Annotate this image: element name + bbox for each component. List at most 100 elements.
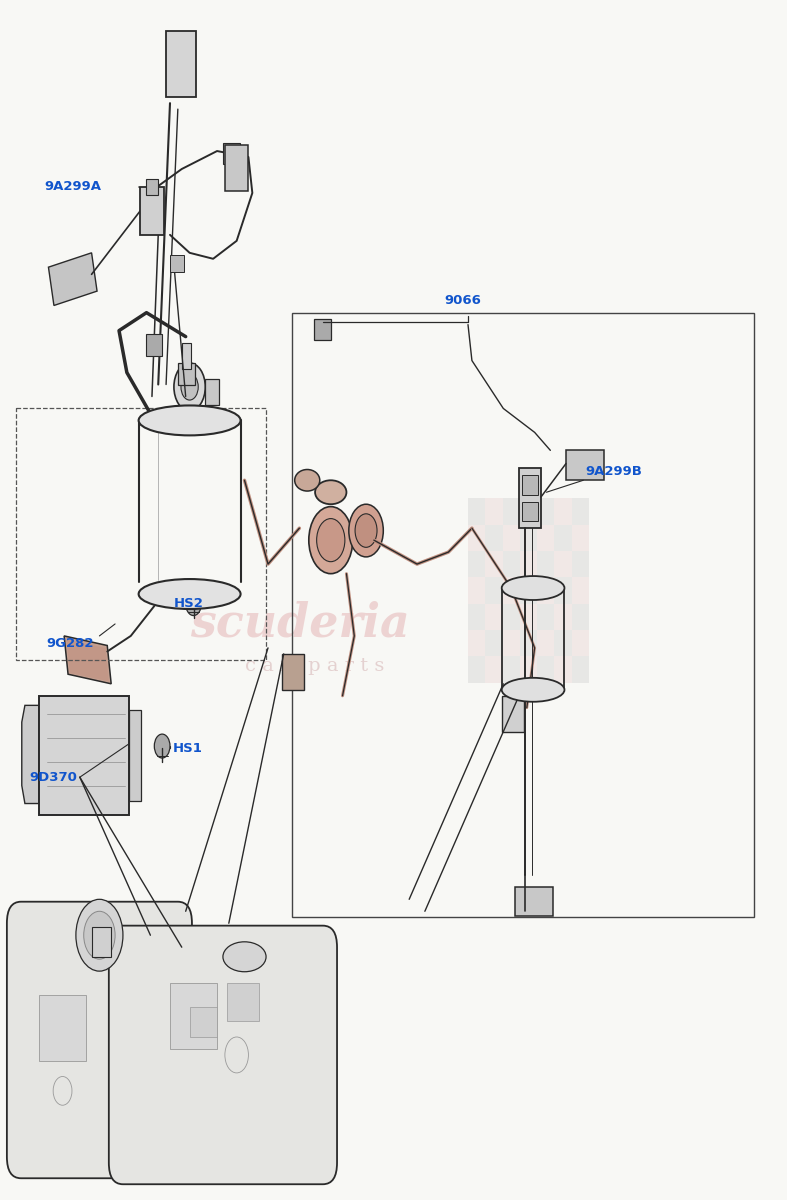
Bar bbox=[468, 577, 486, 604]
Bar bbox=[554, 604, 571, 630]
Bar bbox=[486, 577, 503, 604]
Bar bbox=[519, 551, 537, 577]
Bar bbox=[537, 524, 554, 551]
Bar bbox=[503, 630, 519, 656]
Bar bbox=[140, 187, 164, 235]
Circle shape bbox=[174, 362, 205, 410]
Polygon shape bbox=[22, 706, 39, 804]
Bar bbox=[503, 604, 519, 630]
Bar bbox=[39, 696, 129, 816]
Circle shape bbox=[186, 592, 201, 616]
Bar bbox=[468, 630, 486, 656]
Bar bbox=[170, 983, 217, 1049]
Text: scuderia: scuderia bbox=[190, 601, 409, 647]
Bar bbox=[554, 498, 571, 524]
Text: 9G282: 9G282 bbox=[47, 636, 94, 649]
Bar bbox=[554, 577, 571, 604]
Ellipse shape bbox=[294, 469, 320, 491]
Text: 9D370: 9D370 bbox=[30, 770, 77, 784]
Bar bbox=[91, 926, 111, 956]
Bar bbox=[571, 551, 589, 577]
Bar bbox=[554, 656, 571, 683]
Ellipse shape bbox=[223, 942, 266, 972]
Bar bbox=[486, 524, 503, 551]
Bar bbox=[571, 604, 589, 630]
FancyBboxPatch shape bbox=[109, 925, 337, 1184]
Bar bbox=[16, 408, 267, 660]
Bar bbox=[537, 656, 554, 683]
Bar bbox=[519, 468, 541, 528]
Text: 9A299A: 9A299A bbox=[45, 180, 102, 193]
Bar bbox=[468, 656, 486, 683]
Circle shape bbox=[355, 514, 377, 547]
Bar bbox=[166, 31, 196, 97]
Text: 9066: 9066 bbox=[445, 294, 482, 307]
Bar bbox=[182, 342, 191, 368]
Bar bbox=[519, 604, 537, 630]
Bar bbox=[503, 577, 519, 604]
Bar bbox=[146, 179, 158, 196]
Bar bbox=[571, 656, 589, 683]
Bar bbox=[227, 983, 259, 1021]
Bar bbox=[223, 143, 240, 164]
Bar bbox=[486, 656, 503, 683]
Bar bbox=[468, 498, 486, 524]
Bar bbox=[486, 551, 503, 577]
Bar bbox=[503, 551, 519, 577]
Circle shape bbox=[154, 734, 170, 758]
Bar bbox=[178, 362, 195, 384]
Bar bbox=[519, 577, 537, 604]
Circle shape bbox=[181, 373, 198, 400]
Bar bbox=[571, 630, 589, 656]
Bar bbox=[502, 696, 523, 732]
Ellipse shape bbox=[139, 406, 241, 436]
Bar bbox=[519, 656, 537, 683]
Bar bbox=[129, 710, 141, 802]
Bar bbox=[486, 498, 503, 524]
Bar bbox=[519, 498, 537, 524]
Bar bbox=[283, 654, 304, 690]
Circle shape bbox=[83, 911, 115, 959]
Ellipse shape bbox=[315, 480, 346, 504]
Bar bbox=[522, 502, 538, 521]
Circle shape bbox=[309, 506, 353, 574]
Bar bbox=[571, 524, 589, 551]
Text: c a r   p a r t s: c a r p a r t s bbox=[246, 656, 385, 674]
Bar bbox=[170, 256, 184, 272]
Bar bbox=[537, 551, 554, 577]
Bar bbox=[503, 498, 519, 524]
Circle shape bbox=[349, 504, 383, 557]
Bar bbox=[503, 656, 519, 683]
Bar bbox=[313, 319, 331, 341]
Bar bbox=[291, 313, 754, 917]
Bar bbox=[468, 604, 486, 630]
Polygon shape bbox=[66, 640, 109, 682]
Bar bbox=[519, 524, 537, 551]
Text: HS2: HS2 bbox=[174, 598, 204, 610]
Bar bbox=[190, 1007, 217, 1037]
Bar bbox=[515, 887, 552, 916]
Bar bbox=[519, 630, 537, 656]
Bar bbox=[554, 630, 571, 656]
Ellipse shape bbox=[139, 580, 241, 608]
Bar bbox=[537, 604, 554, 630]
Circle shape bbox=[45, 746, 57, 766]
Polygon shape bbox=[49, 253, 97, 306]
Circle shape bbox=[283, 662, 299, 686]
Text: 9A299B: 9A299B bbox=[586, 466, 642, 479]
Bar bbox=[503, 524, 519, 551]
Text: HS1: HS1 bbox=[172, 742, 202, 755]
Bar bbox=[554, 551, 571, 577]
Bar bbox=[146, 335, 162, 355]
Bar bbox=[571, 577, 589, 604]
Circle shape bbox=[112, 748, 123, 764]
Bar bbox=[554, 524, 571, 551]
FancyBboxPatch shape bbox=[7, 901, 192, 1178]
Bar bbox=[486, 630, 503, 656]
Bar bbox=[39, 995, 86, 1061]
Bar bbox=[468, 524, 486, 551]
Ellipse shape bbox=[502, 678, 564, 702]
Circle shape bbox=[76, 899, 123, 971]
Bar bbox=[537, 498, 554, 524]
Bar bbox=[537, 630, 554, 656]
